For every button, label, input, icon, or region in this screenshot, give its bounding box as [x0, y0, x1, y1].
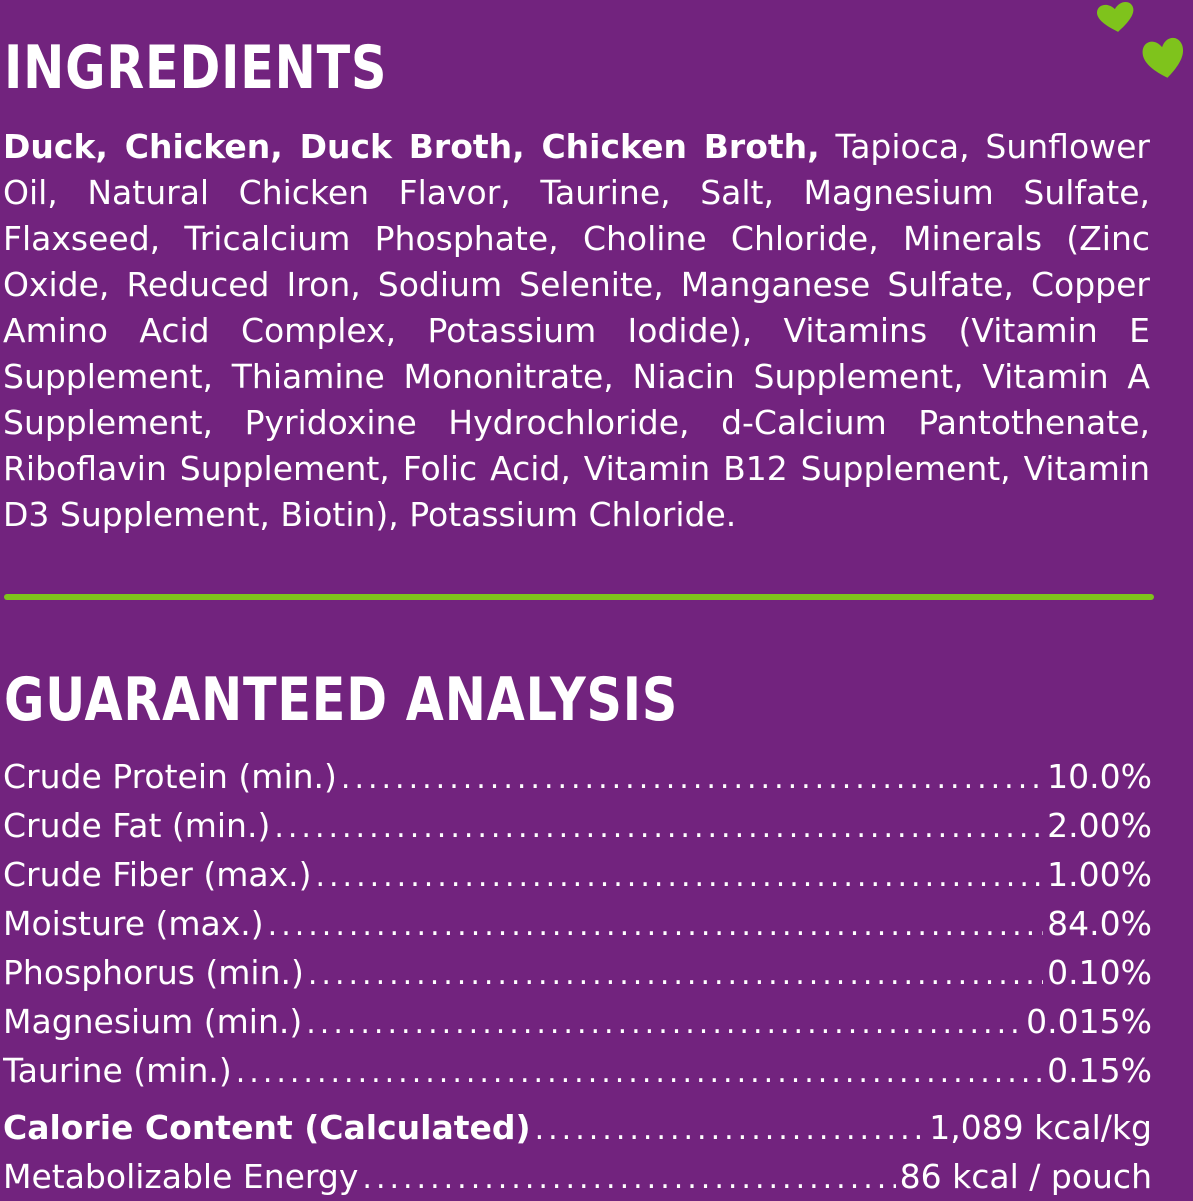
row-label: Crude Fiber (max.) — [3, 855, 312, 894]
dot-leader: ........................................… — [267, 908, 1044, 943]
dot-leader: ........................................… — [340, 761, 1043, 796]
hearts-decoration — [1097, 2, 1183, 78]
row-value: 84.0% — [1047, 904, 1152, 943]
row-label: Crude Protein (min.) — [3, 757, 337, 796]
row-label: Magnesium (min.) — [3, 1002, 303, 1041]
analysis-row-phosphorus: Phosphorus (min.) ......................… — [3, 948, 1152, 997]
dot-leader: ........................................… — [235, 1055, 1043, 1090]
row-value: 1.00% — [1047, 855, 1152, 894]
row-value: 10.0% — [1047, 757, 1152, 796]
row-label: Moisture (max.) — [3, 904, 264, 943]
dot-leader: ........................................… — [315, 859, 1043, 894]
section-divider — [4, 594, 1154, 600]
analysis-row-magnesium: Magnesium (min.) .......................… — [3, 997, 1152, 1046]
row-label: Phosphorus (min.) — [3, 953, 304, 992]
metabolizable-energy-row: Metabolizable Energy ...................… — [3, 1152, 1152, 1201]
row-label: Taurine (min.) — [3, 1051, 232, 1090]
calorie-value: 1,089 kcal/kg — [929, 1108, 1152, 1147]
row-value: 0.10% — [1047, 953, 1152, 992]
heart-icon — [1142, 37, 1183, 78]
energy-value: 86 kcal / pouch — [899, 1157, 1152, 1196]
dot-leader: ........................................… — [534, 1112, 926, 1147]
dot-leader: ........................................… — [274, 810, 1043, 845]
ingredients-list: Duck, Chicken, Duck Broth, Chicken Broth… — [3, 124, 1150, 538]
row-value: 2.00% — [1047, 806, 1152, 845]
dot-leader: ........................................… — [362, 1161, 895, 1196]
analysis-row-taurine: Taurine (min.) .........................… — [3, 1046, 1152, 1095]
row-label: Crude Fat (min.) — [3, 806, 271, 845]
ingredients-title: INGREDIENTS — [4, 33, 388, 103]
analysis-row-crude-protein: Crude Protein (min.) ...................… — [3, 752, 1152, 801]
ingredients-primary: Duck, Chicken, Duck Broth, Chicken Broth… — [3, 127, 820, 166]
calorie-content-row: Calorie Content (Calculated) ...........… — [3, 1103, 1152, 1152]
energy-label: Metabolizable Energy — [3, 1157, 359, 1196]
analysis-title: GUARANTEED ANALYSIS — [4, 665, 679, 735]
calorie-label: Calorie Content (Calculated) — [3, 1108, 531, 1147]
row-value: 0.015% — [1026, 1002, 1152, 1041]
row-value: 0.15% — [1047, 1051, 1152, 1090]
heart-icon — [1097, 2, 1134, 32]
ingredients-secondary: Tapioca, Sunflower Oil, Natural Chicken … — [3, 127, 1150, 534]
analysis-row-crude-fat: Crude Fat (min.) .......................… — [3, 801, 1152, 850]
dot-leader: ........................................… — [307, 957, 1043, 992]
dot-leader: ........................................… — [306, 1006, 1023, 1041]
analysis-row-moisture: Moisture (max.) ........................… — [3, 899, 1152, 948]
analysis-table: Crude Protein (min.) ...................… — [3, 752, 1152, 1201]
analysis-row-crude-fiber: Crude Fiber (max.) .....................… — [3, 850, 1152, 899]
